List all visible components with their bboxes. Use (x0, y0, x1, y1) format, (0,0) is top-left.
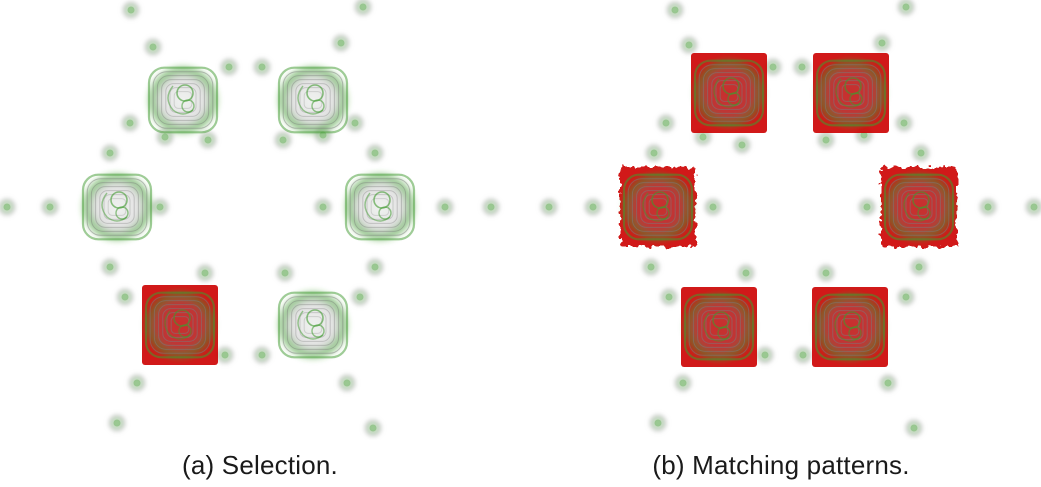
blob-bottom-left (142, 285, 218, 365)
small-sphere (435, 197, 455, 217)
small-sphere (793, 345, 813, 365)
small-sphere (115, 287, 135, 307)
small-sphere (703, 197, 723, 217)
small-sphere (539, 197, 559, 217)
blob-middle-right (342, 170, 418, 244)
blob-top-right (813, 53, 889, 133)
small-sphere (978, 197, 998, 217)
small-sphere (219, 57, 239, 77)
small-sphere (732, 135, 752, 155)
small-sphere (252, 345, 272, 365)
small-sphere (337, 373, 357, 393)
small-sphere (275, 263, 295, 283)
small-sphere (896, 287, 916, 307)
small-sphere (816, 130, 836, 150)
small-sphere (648, 413, 668, 433)
small-sphere (350, 287, 370, 307)
small-sphere (641, 257, 661, 277)
panel-a-selection: (a) Selection. (0, 0, 520, 487)
small-sphere (896, 0, 916, 17)
small-sphere (100, 143, 120, 163)
small-sphere (363, 418, 383, 438)
small-sphere (40, 197, 60, 217)
small-sphere (120, 113, 140, 133)
small-sphere (763, 57, 783, 77)
small-sphere (894, 113, 914, 133)
blob-top-left (691, 53, 767, 133)
small-sphere (100, 257, 120, 277)
blob-middle-left (620, 167, 696, 247)
small-sphere (656, 113, 676, 133)
small-sphere (0, 197, 17, 217)
caption-a: (a) Selection. (182, 450, 338, 480)
blob-bottom-left (681, 287, 757, 367)
small-sphere (353, 0, 373, 17)
small-sphere (904, 418, 924, 438)
small-sphere (365, 257, 385, 277)
small-sphere (252, 57, 272, 77)
small-sphere (1024, 197, 1041, 217)
small-sphere (857, 197, 877, 217)
blob-top-right (275, 63, 351, 137)
small-sphere (659, 287, 679, 307)
small-sphere (365, 143, 385, 163)
panel-b-matching-patterns: (b) Matching patterns. (521, 0, 1041, 487)
blob-middle-right (881, 167, 957, 247)
small-sphere (644, 143, 664, 163)
small-sphere (665, 0, 685, 20)
small-sphere (872, 33, 892, 53)
small-sphere (679, 35, 699, 55)
blob-middle-left (79, 170, 155, 244)
small-sphere (143, 37, 163, 57)
small-sphere (107, 413, 127, 433)
small-sphere (215, 345, 235, 365)
small-sphere (673, 373, 693, 393)
blob-bottom-right (812, 287, 888, 367)
small-sphere (331, 33, 351, 53)
small-sphere (911, 143, 931, 163)
blob-top-left (145, 63, 221, 137)
small-sphere (127, 373, 147, 393)
blob-bottom-right (275, 288, 351, 362)
small-sphere (313, 197, 333, 217)
volume-render-b (539, 0, 1041, 438)
small-sphere (909, 257, 929, 277)
small-sphere (121, 0, 141, 20)
small-sphere (583, 197, 603, 217)
small-sphere (195, 263, 215, 283)
small-sphere (736, 263, 756, 283)
small-sphere (792, 57, 812, 77)
small-sphere (816, 263, 836, 283)
caption-b: (b) Matching patterns. (652, 450, 910, 480)
volume-render-a (0, 0, 501, 438)
small-sphere (481, 197, 501, 217)
small-sphere (755, 345, 775, 365)
small-sphere (878, 373, 898, 393)
